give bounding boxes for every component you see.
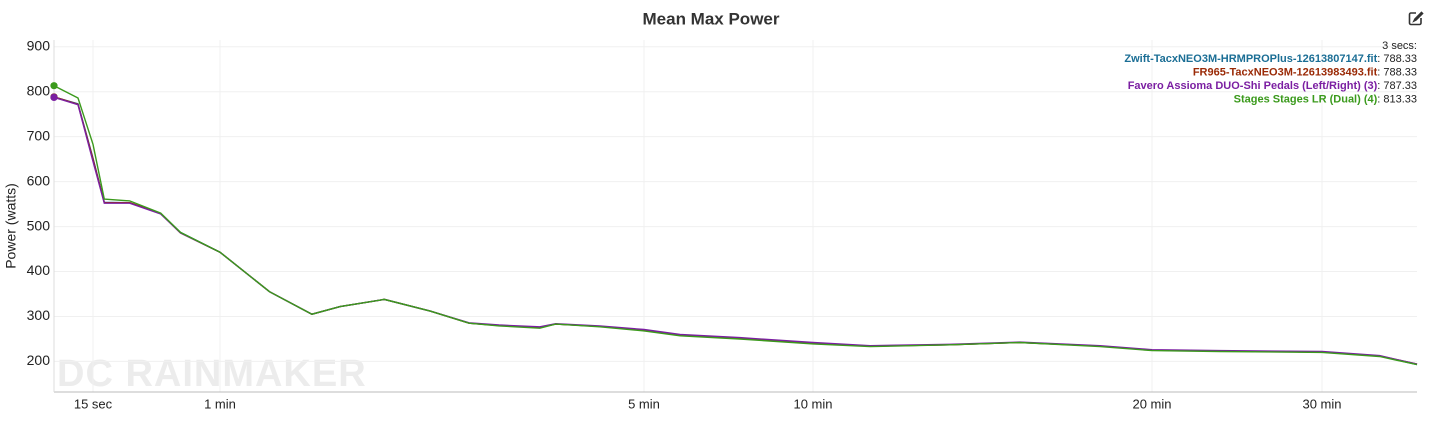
- legend-separator: :: [1377, 93, 1380, 105]
- y-tick-label: 600: [27, 172, 51, 188]
- edit-icon[interactable]: [1408, 11, 1424, 26]
- y-tick-label: 900: [27, 37, 51, 53]
- x-tick-label: 5 min: [628, 396, 660, 411]
- x-tick-label: 1 min: [204, 396, 236, 411]
- legend-entry: Favero Assioma DUO-Shi Pedals (Left/Righ…: [1128, 80, 1417, 92]
- x-tick-label: 20 min: [1132, 396, 1171, 411]
- legend-header: 3 secs:: [1382, 40, 1417, 52]
- watermark: DC RAINMAKER: [57, 353, 367, 395]
- x-tick-label: 30 min: [1302, 396, 1341, 411]
- legend-value: 813.33: [1383, 93, 1417, 105]
- legend-name: FR965-TacxNEO3M-12613983493.fit: [1193, 66, 1378, 78]
- series-line: [53, 96, 1418, 365]
- hover-dot: [50, 82, 58, 90]
- y-tick-label: 700: [27, 127, 51, 143]
- chart-title: Mean Max Power: [643, 9, 780, 28]
- legend-separator: :: [1377, 80, 1380, 92]
- series-line: [53, 85, 1418, 366]
- legend-entry: Stages Stages LR (Dual) (4): 813.33: [1234, 93, 1417, 105]
- legend-separator: :: [1377, 53, 1380, 65]
- legend-separator: :: [1377, 66, 1380, 78]
- x-tick-label: 15 sec: [74, 396, 113, 411]
- legend-name: Zwift-TacxNEO3M-HRMPROPlus-12613807147.f…: [1124, 53, 1377, 65]
- legend-name: Favero Assioma DUO-Shi Pedals (Left/Righ…: [1128, 80, 1378, 92]
- y-axis-label: Power (watts): [3, 183, 19, 269]
- y-tick-label: 200: [27, 352, 51, 368]
- legend-value: 787.33: [1383, 80, 1417, 92]
- y-tick-label: 800: [27, 82, 51, 98]
- legend-entry: Zwift-TacxNEO3M-HRMPROPlus-12613807147.f…: [1124, 53, 1417, 65]
- legend-entry: FR965-TacxNEO3M-12613983493.fit: 788.33: [1193, 66, 1417, 78]
- hover-dot: [50, 93, 58, 101]
- x-tick-label: 10 min: [793, 396, 832, 411]
- y-tick-label: 400: [27, 262, 51, 278]
- legend-value: 788.33: [1383, 53, 1417, 65]
- legend-name: Stages Stages LR (Dual) (4): [1234, 93, 1378, 105]
- y-tick-label: 500: [27, 217, 51, 233]
- y-tick-label: 300: [27, 307, 51, 323]
- legend-value: 788.33: [1383, 66, 1417, 78]
